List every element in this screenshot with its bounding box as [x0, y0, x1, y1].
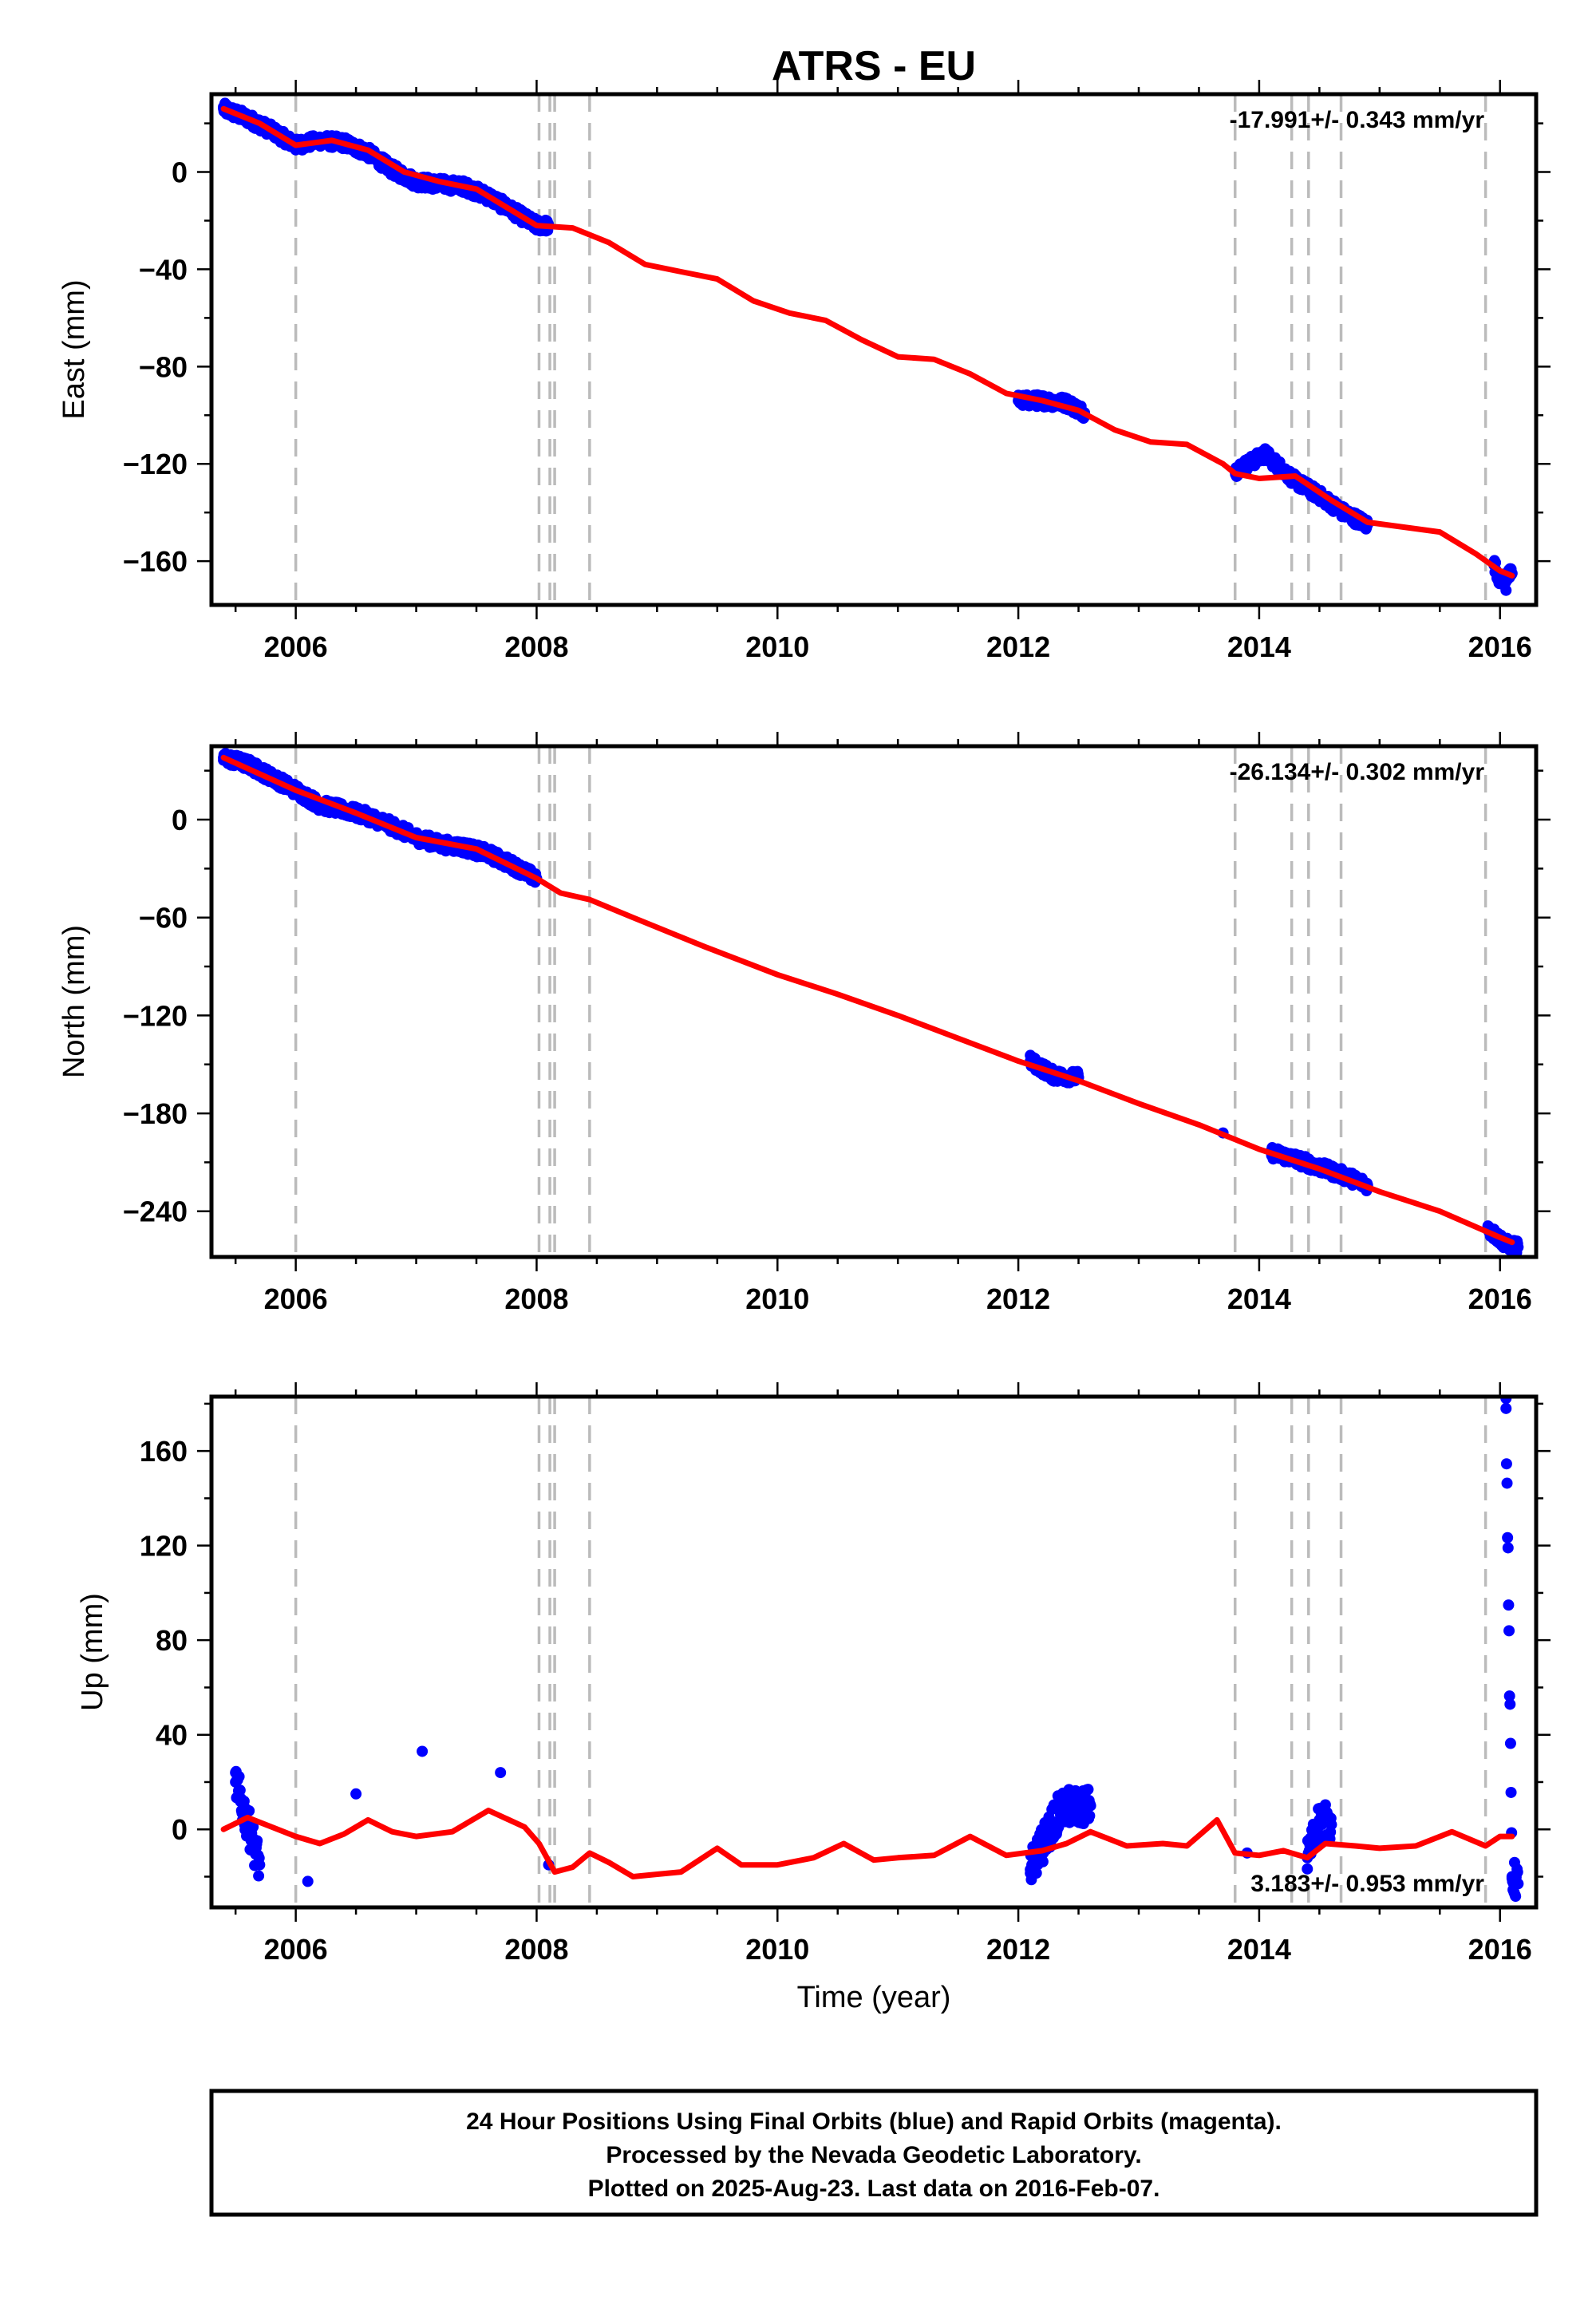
data-point — [1302, 1863, 1314, 1875]
data-point — [1503, 1690, 1515, 1702]
y-tick-label: −240 — [123, 1196, 188, 1228]
y-tick-label: −120 — [123, 448, 188, 480]
plot-frame — [209, 744, 1539, 1259]
data-point — [247, 1821, 259, 1833]
footer-line-2: Processed by the Nevada Geodetic Laborat… — [606, 2142, 1141, 2168]
data-point — [1030, 1867, 1042, 1879]
x-tick-label: 2008 — [504, 630, 568, 663]
data-point — [302, 1875, 314, 1887]
x-tick-label: 2016 — [1468, 630, 1532, 663]
x-tick-label: 2006 — [264, 1282, 328, 1315]
x-tick-label: 2008 — [504, 1933, 568, 1966]
x-tick-label: 2012 — [986, 1933, 1050, 1966]
x-tick-label: 2006 — [264, 1933, 328, 1966]
footer-line-1: 24 Hour Positions Using Final Orbits (bl… — [466, 2109, 1282, 2135]
data-point — [495, 1767, 507, 1779]
footer-box — [209, 2089, 1539, 2217]
panel-north: 2006 2008 2010 2012 2014 2016 0 −60 −120 −180 −240… — [57, 732, 1551, 1315]
data-point — [234, 1784, 246, 1796]
data-point — [253, 1870, 265, 1882]
data-point — [1501, 1477, 1513, 1489]
y-tick-label: −80 — [139, 350, 188, 383]
x-tick-label: 2012 — [986, 1282, 1050, 1315]
data-point — [1500, 1402, 1512, 1414]
data-point — [1500, 1458, 1512, 1470]
x-tick-label: 2014 — [1227, 630, 1291, 663]
y-tick-label: 0 — [172, 1813, 188, 1846]
y-axis-label: East (mm) — [57, 279, 91, 419]
panel-up: 2006 2008 2010 2012 2014 2016 160 120 80 40 0 Up (m… — [76, 1382, 1551, 1966]
data-point — [251, 1835, 263, 1847]
x-tick-label: 2010 — [745, 630, 809, 663]
y-tick-label: −180 — [123, 1097, 188, 1130]
y-tick-label: 160 — [140, 1435, 188, 1468]
velocity-rate: 3.183+/- 0.953 mm/yr — [1250, 1871, 1484, 1897]
x-tick-label: 2010 — [745, 1282, 809, 1315]
data-point — [1084, 1800, 1096, 1812]
plot-frame — [209, 1394, 1539, 1910]
y-tick-label: 80 — [156, 1624, 188, 1657]
data-point — [1512, 1241, 1524, 1253]
data-point — [1503, 1625, 1515, 1637]
x-tick-label: 2016 — [1468, 1282, 1532, 1315]
x-tick-label: 2016 — [1468, 1933, 1532, 1966]
y-tick-label: 120 — [140, 1530, 188, 1563]
plot-area — [220, 1397, 1524, 1907]
model-fit-line — [220, 754, 1515, 1246]
data-point — [243, 1804, 255, 1816]
x-tick-label: 2014 — [1227, 1282, 1291, 1315]
model-fit-line — [220, 1808, 1515, 1879]
data-point — [1084, 1810, 1096, 1822]
x-axis-label: Time (year) — [797, 1981, 951, 2014]
x-tick-label: 2012 — [986, 630, 1050, 663]
x-tick-label: 2008 — [504, 1282, 568, 1315]
model-fit-line — [220, 105, 1515, 579]
y-axis-label: North (mm) — [57, 925, 91, 1078]
data-point — [1504, 1737, 1516, 1749]
plot-area — [218, 746, 1524, 1257]
panel-east: 2006 2008 2010 2012 2014 2016 0 −40 −80 −120 −160 E… — [57, 80, 1551, 663]
velocity-rate: -17.991+/- 0.343 mm/yr — [1230, 107, 1485, 133]
footer-line-3: Plotted on 2025-Aug-23. Last data on 201… — [588, 2176, 1160, 2202]
data-point — [254, 1859, 266, 1871]
data-point — [1512, 1878, 1524, 1890]
y-tick-label: −120 — [123, 999, 188, 1032]
velocity-rate: -26.134+/- 0.302 mm/yr — [1230, 759, 1485, 785]
data-point — [1325, 1819, 1337, 1831]
chart-title: ATRS - EU — [772, 43, 976, 89]
data-point — [417, 1745, 429, 1757]
y-tick-label: 0 — [172, 156, 188, 189]
panels: 2006 2008 2010 2012 2014 2016 0 −40 −80 −120 −160 E… — [57, 80, 1551, 1966]
data-point — [1500, 584, 1512, 596]
data-point — [1505, 1786, 1517, 1798]
y-axis-label: Up (mm) — [76, 1593, 109, 1711]
data-point — [233, 1771, 245, 1783]
data-point — [1037, 1856, 1049, 1867]
x-tick-label: 2006 — [264, 630, 328, 663]
data-point — [1316, 1819, 1328, 1831]
data-point — [1504, 1698, 1516, 1710]
y-tick-label: 40 — [156, 1719, 188, 1752]
data-point — [1502, 1542, 1514, 1554]
data-point — [1511, 1866, 1523, 1878]
data-point — [1502, 1531, 1514, 1543]
y-tick-label: 0 — [172, 804, 188, 836]
y-tick-label: −40 — [139, 253, 188, 286]
y-tick-label: −60 — [139, 902, 188, 935]
data-point — [1082, 1784, 1094, 1796]
data-point — [1510, 1891, 1522, 1903]
y-tick-label: −160 — [123, 545, 188, 578]
x-tick-label: 2014 — [1227, 1933, 1291, 1966]
x-tick-label: 2010 — [745, 1933, 809, 1966]
data-point — [350, 1788, 362, 1800]
plot-frame — [209, 92, 1539, 607]
plot-area — [218, 94, 1518, 605]
data-point — [1503, 1599, 1515, 1611]
